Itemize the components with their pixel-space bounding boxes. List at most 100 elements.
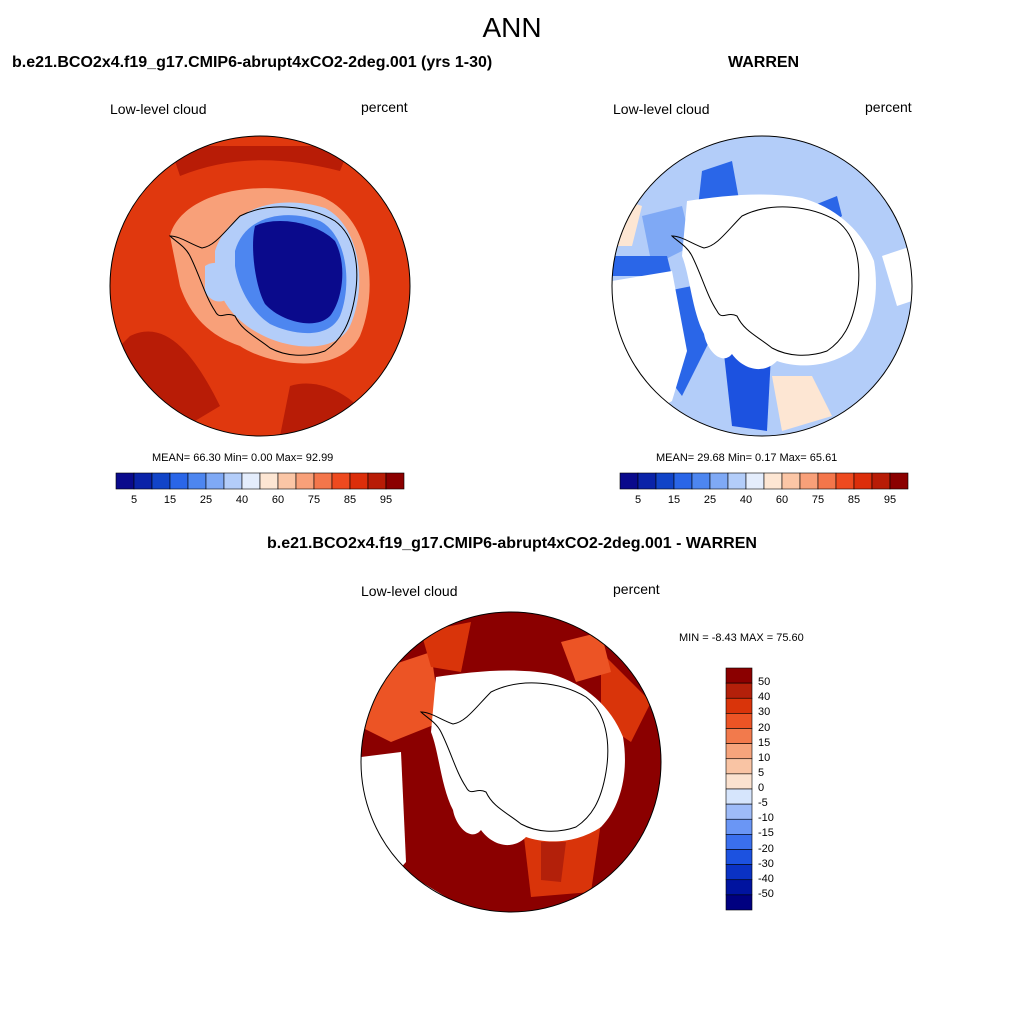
- colorbar-swatch: [205, 472, 225, 490]
- panel3-colorbar: [725, 667, 753, 911]
- colorbar-tick-label: 75: [811, 494, 825, 506]
- colorbar-swatch: [655, 472, 675, 490]
- colorbar-swatch: [725, 758, 753, 775]
- colorbar-swatch: [259, 472, 279, 490]
- colorbar-tick-label: 5: [634, 494, 642, 506]
- panel3-left-label: Low-level cloud: [361, 583, 458, 599]
- colorbar-swatch: [763, 472, 783, 490]
- panel3-antarctica-outline: [419, 682, 609, 832]
- colorbar-tick-label: 15: [667, 494, 681, 506]
- colorbar-tick-label: 15: [163, 494, 177, 506]
- panel1-title: b.e21.BCO2x4.f19_g17.CMIP6-abrupt4xCO2-2…: [12, 54, 493, 71]
- colorbar-tick-label: 30: [758, 706, 771, 719]
- colorbar-swatch: [725, 818, 753, 835]
- colorbar-swatch: [619, 472, 639, 490]
- panel2-blue-patch-2: [642, 206, 692, 266]
- colorbar-swatch: [709, 472, 729, 490]
- colorbar-tick-label: 25: [199, 494, 213, 506]
- colorbar-tick-label: -40: [758, 872, 774, 885]
- colorbar-swatch: [637, 472, 657, 490]
- colorbar-swatch: [367, 472, 387, 490]
- panel2-ice-mask: [682, 194, 876, 370]
- colorbar-swatch: [277, 472, 297, 490]
- panel1-min-region: [253, 221, 343, 324]
- colorbar-swatch: [295, 472, 315, 490]
- colorbar-swatch: [725, 713, 753, 729]
- panel1-units-label: percent: [361, 99, 408, 115]
- colorbar-swatch: [169, 472, 189, 490]
- colorbar-swatch: [781, 472, 801, 490]
- colorbar-swatch: [133, 472, 153, 490]
- colorbar-swatch: [745, 472, 765, 490]
- panel3-stats: MIN = -8.43 MAX = 75.60: [679, 632, 804, 644]
- colorbar-tick-label: 60: [271, 494, 285, 506]
- colorbar-swatch: [835, 472, 855, 490]
- colorbar-tick-label: 15: [758, 736, 771, 749]
- colorbar-swatch: [725, 728, 753, 744]
- colorbar-swatch: [187, 472, 207, 490]
- colorbar-tick-label: 40: [758, 691, 771, 704]
- panel1-map-border: [109, 135, 411, 437]
- panel1-antarctica-outline: [168, 206, 358, 356]
- colorbar-swatch: [725, 788, 753, 805]
- panel1-peninsula-low: [205, 262, 233, 302]
- colorbar-tick-label: 95: [883, 494, 897, 506]
- colorbar-swatch: [725, 864, 753, 881]
- colorbar-swatch: [151, 472, 171, 490]
- colorbar-swatch: [817, 472, 837, 490]
- panel1-max-region-3: [170, 146, 350, 176]
- panel3-dark-patch: [541, 842, 566, 882]
- colorbar-swatch: [725, 803, 753, 820]
- colorbar-swatch: [241, 472, 261, 490]
- colorbar-swatch: [725, 773, 753, 790]
- panel2-blue-patch-3: [612, 256, 672, 276]
- colorbar-swatch: [871, 472, 891, 490]
- panel2-missing-right: [882, 246, 912, 306]
- colorbar-swatch: [349, 472, 369, 490]
- colorbar-swatch: [725, 834, 753, 850]
- colorbar-tick-label: -50: [758, 887, 774, 900]
- colorbar-tick-label: -5: [758, 797, 768, 810]
- colorbar-swatch: [313, 472, 333, 490]
- colorbar-swatch: [853, 472, 873, 490]
- panel3-map: [360, 611, 662, 913]
- colorbar-tick-label: 50: [758, 676, 771, 689]
- colorbar-swatch: [725, 667, 753, 684]
- colorbar-swatch: [673, 472, 693, 490]
- colorbar-tick-label: 75: [307, 494, 321, 506]
- panel1-colorbar: [115, 472, 405, 490]
- colorbar-tick-label: 40: [739, 494, 753, 506]
- colorbar-swatch: [725, 682, 753, 699]
- colorbar-swatch: [725, 879, 753, 896]
- panel1-map: [109, 135, 411, 437]
- figure-title: ANN: [482, 12, 542, 43]
- colorbar-tick-label: 85: [343, 494, 357, 506]
- colorbar-tick-label: -20: [758, 842, 774, 855]
- panel2-stats: MEAN= 29.68 Min= 0.17 Max= 65.61: [656, 452, 838, 464]
- panel1-stats: MEAN= 66.30 Min= 0.00 Max= 92.99: [152, 452, 334, 464]
- colorbar-swatch: [725, 697, 753, 714]
- panel3-ice-mask: [431, 670, 625, 846]
- colorbar-tick-label: 0: [758, 782, 765, 794]
- panel3-map-border: [360, 611, 662, 913]
- colorbar-tick-label: -30: [758, 857, 774, 870]
- colorbar-swatch: [799, 472, 819, 490]
- panel3-missing-left: [361, 752, 406, 912]
- panel2-left-label: Low-level cloud: [613, 101, 710, 117]
- colorbar-tick-label: 95: [379, 494, 393, 506]
- colorbar-swatch: [331, 472, 351, 490]
- colorbar-swatch: [725, 849, 753, 865]
- colorbar-swatch: [725, 894, 753, 911]
- panel3-units-label: percent: [613, 581, 660, 597]
- colorbar-tick-label: 10: [758, 751, 771, 764]
- panel3-orange-patch-2: [421, 622, 471, 672]
- panel3-title: b.e21.BCO2x4.f19_g17.CMIP6-abrupt4xCO2-2…: [267, 535, 757, 552]
- colorbar-tick-label: -15: [758, 827, 774, 840]
- colorbar-tick-label: 60: [775, 494, 789, 506]
- colorbar-tick-label: 85: [847, 494, 861, 506]
- colorbar-tick-label: 5: [130, 494, 138, 506]
- colorbar-swatch: [727, 472, 747, 490]
- panel2-title: WARREN: [728, 54, 800, 71]
- panel2-missing-left: [612, 271, 687, 436]
- colorbar-swatch: [691, 472, 711, 490]
